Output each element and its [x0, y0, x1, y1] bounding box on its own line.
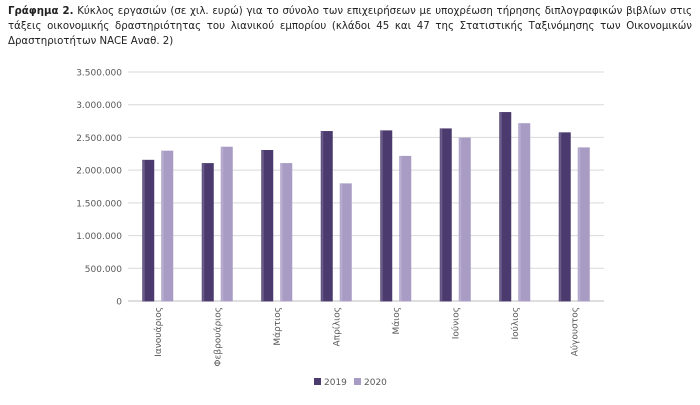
legend-swatch-2020 [354, 378, 361, 385]
x-tick-label: Μάιος [392, 307, 402, 335]
x-tick-label: Ιούλιος [510, 307, 521, 340]
bar-2019 [380, 130, 393, 302]
x-tick-label: Μάρτιος [273, 307, 283, 346]
chart-caption: Γράφημα 2. Κύκλος εργασιών (σε χιλ. ευρώ… [8, 4, 692, 49]
y-axis-ticks: 0 500.000 1.000.000 1.500.000 2.000.000 2.500… [76, 69, 122, 308]
bar-2020 [577, 147, 590, 302]
y-tick-label: 3.500.000 [76, 69, 122, 79]
bar-2020 [518, 123, 531, 302]
legend-label-2019: 2019 [324, 378, 347, 388]
bar-2019 [320, 131, 333, 302]
x-axis-ticks: Ιανουάριος Φεβρουάριος Μάρτιος Απρίλιος Μάιο… [154, 307, 581, 367]
y-tick-label: 2.500.000 [76, 134, 122, 144]
y-tick-label: 1.000.000 [76, 232, 122, 242]
bar-2020 [280, 163, 293, 302]
bars [142, 112, 590, 302]
x-tick-label: Αύγουστος [569, 307, 580, 356]
legend-label-2020: 2020 [364, 378, 387, 388]
bar-highlight [578, 147, 581, 301]
bar-2020 [458, 137, 471, 302]
bar-highlight [440, 128, 443, 301]
bar-highlight [221, 147, 224, 301]
bar-2019 [558, 132, 571, 302]
bar-2020 [339, 183, 352, 302]
bar-highlight [202, 163, 205, 301]
caption-label: Γράφημα 2. [8, 6, 74, 17]
caption-text: Κύκλος εργασιών (σε χιλ. ευρώ) για το σύ… [8, 6, 692, 47]
bar-2019 [261, 150, 274, 302]
legend: 2019 2020 [314, 378, 387, 388]
bar-highlight [459, 138, 462, 301]
bar-2019 [499, 112, 512, 302]
bar-highlight [142, 160, 145, 301]
bar-2020 [220, 146, 233, 302]
y-tick-label: 500.000 [85, 265, 122, 275]
y-tick-label: 0 [116, 298, 122, 308]
bar-highlight [499, 112, 502, 302]
bar-highlight [518, 123, 521, 301]
x-tick-label: Φεβρουάριος [213, 307, 223, 367]
bar-highlight [261, 150, 264, 301]
bar-2019 [142, 159, 155, 302]
bar-highlight [380, 130, 383, 301]
bar-2019 [201, 163, 214, 302]
x-tick-label: Ιούνιος [450, 307, 461, 339]
bar-2020 [399, 155, 412, 302]
bar-highlight [280, 163, 283, 301]
bar-highlight [340, 183, 343, 301]
x-tick-label: Ιανουάριος [154, 307, 164, 357]
bar-2019 [439, 128, 452, 302]
bar-2020 [161, 150, 174, 302]
legend-swatch-2019 [314, 378, 321, 385]
bar-highlight [559, 132, 562, 301]
y-tick-label: 1.500.000 [76, 199, 122, 209]
gridlines [128, 71, 604, 302]
bar-highlight [321, 131, 324, 301]
y-tick-label: 3.000.000 [76, 101, 122, 111]
x-tick-label: Απρίλιος [332, 307, 342, 347]
y-tick-label: 2.000.000 [76, 167, 122, 177]
bar-highlight [399, 156, 402, 301]
bar-highlight [161, 151, 164, 301]
